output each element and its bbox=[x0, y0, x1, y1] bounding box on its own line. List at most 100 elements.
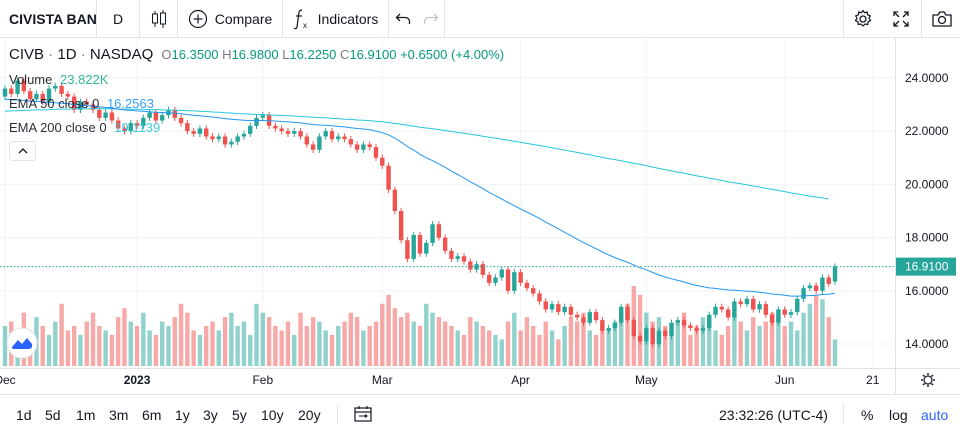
volume-bar bbox=[738, 321, 743, 366]
candle-body bbox=[568, 306, 574, 315]
range-3y[interactable]: 3y bbox=[203, 407, 218, 423]
candle-body bbox=[732, 301, 737, 318]
range-5d[interactable]: 5d bbox=[45, 407, 61, 423]
interval-button[interactable]: D bbox=[97, 0, 140, 37]
y-tick-label: 14.0000 bbox=[905, 337, 949, 351]
candle-body bbox=[317, 136, 322, 150]
price-chart[interactable]: 24.0000 22.0000 20.0000 18.0000 16.0000 14.00… bbox=[0, 38, 960, 394]
volume-bar bbox=[141, 312, 146, 366]
volume-bar bbox=[216, 330, 221, 366]
tradingview-logo-button[interactable] bbox=[6, 327, 38, 359]
candle-body bbox=[40, 93, 45, 102]
volume-bar bbox=[317, 321, 322, 366]
chart-style-button[interactable] bbox=[140, 0, 178, 37]
volume-bar bbox=[53, 321, 58, 366]
range-5y[interactable]: 5y bbox=[232, 407, 247, 423]
price-axis[interactable]: 24.0000 22.0000 20.0000 18.0000 16.0000 14.00… bbox=[905, 71, 949, 351]
candle-body bbox=[380, 157, 385, 166]
volume-bar bbox=[493, 334, 498, 366]
volume-bar bbox=[801, 312, 806, 366]
tradingview-logo-icon bbox=[11, 338, 33, 349]
candle-body bbox=[229, 141, 234, 145]
fullscreen-button[interactable] bbox=[882, 0, 920, 37]
candle-body bbox=[134, 123, 140, 126]
range-1m[interactable]: 1m bbox=[76, 407, 96, 423]
ema200-line bbox=[4, 108, 829, 200]
volume-bar bbox=[461, 334, 467, 366]
volume-bar bbox=[663, 326, 668, 366]
ema50-legend[interactable]: EMA 50 close 0 16.2563 bbox=[9, 96, 154, 111]
volume-bar bbox=[606, 330, 611, 366]
last-price-text: 16.9100 bbox=[905, 260, 949, 274]
candle-body bbox=[405, 240, 410, 259]
candle-body bbox=[807, 285, 813, 289]
y-tick-label: 22.0000 bbox=[905, 124, 949, 138]
volume-bar bbox=[518, 330, 523, 366]
volume-bar bbox=[769, 312, 775, 366]
date-range-button[interactable] bbox=[353, 405, 373, 426]
time-axis[interactable]: Dec 2023 Feb Mar Apr May Jun 21 bbox=[0, 373, 880, 387]
auto-toggle[interactable]: auto bbox=[921, 407, 949, 423]
undo-button[interactable] bbox=[389, 0, 417, 37]
candle-body bbox=[650, 328, 655, 345]
candle-body bbox=[348, 139, 354, 145]
volume-bar bbox=[832, 339, 838, 366]
settings-button[interactable] bbox=[843, 0, 882, 37]
ema200-legend[interactable]: EMA 200 close 0 19.1139 bbox=[9, 120, 160, 135]
legend-collapse-button[interactable] bbox=[9, 141, 36, 161]
open-value: 16.3500 bbox=[171, 47, 219, 62]
clock-timezone[interactable]: 23:32:26 (UTC-4) bbox=[719, 407, 828, 423]
range-10y[interactable]: 10y bbox=[261, 407, 284, 423]
volume-bar bbox=[587, 330, 592, 366]
candle-body bbox=[216, 136, 221, 140]
volume-legend-value: 23.822K bbox=[60, 72, 109, 87]
x-tick-label: 21 bbox=[866, 373, 880, 387]
redo-button[interactable] bbox=[417, 0, 445, 37]
volume-legend[interactable]: Volume 23.822K bbox=[9, 72, 108, 87]
symbol-search-button[interactable]: CIVISTA BAN bbox=[0, 0, 97, 37]
candle-body bbox=[141, 117, 146, 126]
legend-symbol: CIVB bbox=[9, 46, 45, 63]
volume-bar bbox=[757, 326, 762, 366]
volume-bar bbox=[455, 330, 460, 366]
candle-body bbox=[27, 91, 33, 100]
candle-body bbox=[788, 312, 794, 315]
volume-bar bbox=[530, 326, 536, 366]
x-tick-label: 2023 bbox=[124, 373, 151, 387]
snapshot-button[interactable] bbox=[921, 0, 960, 37]
range-3m[interactable]: 3m bbox=[109, 407, 129, 423]
percent-toggle[interactable]: % bbox=[861, 407, 874, 423]
volume-bar bbox=[178, 303, 184, 366]
candle-body bbox=[663, 330, 668, 337]
range-1d[interactable]: 1d bbox=[16, 407, 32, 423]
interval-label: D bbox=[112, 10, 124, 27]
plus-circle-icon bbox=[188, 9, 207, 28]
timezone-settings-button[interactable] bbox=[921, 373, 935, 387]
y-tick-label: 18.0000 bbox=[905, 231, 949, 245]
range-1y[interactable]: 1y bbox=[175, 407, 190, 423]
log-toggle[interactable]: log bbox=[889, 407, 908, 423]
range-20y[interactable]: 20y bbox=[298, 407, 321, 423]
candle-body bbox=[53, 85, 58, 89]
candle-body bbox=[273, 125, 278, 129]
indicators-button[interactable]: x Indicators bbox=[283, 0, 389, 37]
candle-body bbox=[204, 128, 209, 137]
candle-body bbox=[486, 274, 492, 283]
candle-body bbox=[329, 131, 335, 140]
svg-text:x: x bbox=[303, 21, 307, 30]
candle-body bbox=[675, 320, 681, 323]
range-6m[interactable]: 6m bbox=[142, 407, 162, 423]
candle-body bbox=[537, 293, 542, 302]
candle-body bbox=[826, 277, 831, 284]
x-tick-label: Mar bbox=[372, 373, 393, 387]
volume-bar bbox=[581, 312, 586, 366]
volume-bar bbox=[128, 321, 133, 366]
volume-bar bbox=[210, 321, 215, 366]
candle-body bbox=[298, 131, 303, 137]
candle-body bbox=[606, 328, 611, 331]
change-value: +0.6500 (+4.00%) bbox=[400, 47, 505, 62]
candle-body bbox=[480, 264, 486, 275]
candle-body bbox=[631, 320, 636, 337]
compare-button[interactable]: Compare bbox=[178, 0, 283, 37]
candle-body bbox=[342, 136, 347, 140]
